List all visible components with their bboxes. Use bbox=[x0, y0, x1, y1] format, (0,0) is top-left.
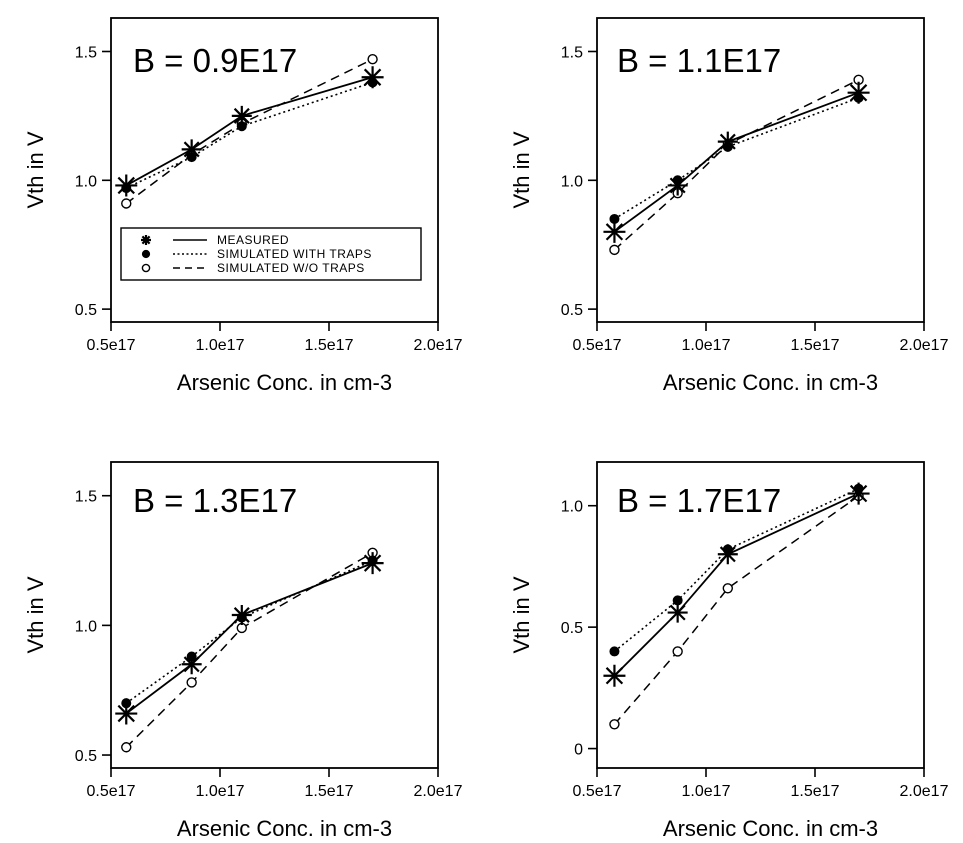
legend-entry: SIMULATED WITH TRAPS bbox=[217, 247, 372, 261]
x-axis-label: Arsenic Conc. in cm-3 bbox=[663, 370, 878, 395]
y-axis-label: Vth in V bbox=[23, 131, 48, 208]
chart-title: B = 1.3E17 bbox=[133, 482, 297, 519]
y-tick-label: 0 bbox=[574, 742, 583, 759]
chart-panel-4: 0.5e17 1.0e17 1.5e17 2.0e17 0 0.5 1.0 Arsenic C… bbox=[509, 461, 949, 841]
chart-title: B = 1.7E17 bbox=[617, 482, 781, 519]
data-point-measured bbox=[231, 105, 252, 126]
y-axis-label: Vth in V bbox=[509, 576, 534, 653]
x-axis-label: Arsenic Conc. in cm-3 bbox=[177, 816, 392, 841]
y-tick-label: 1.5 bbox=[75, 44, 97, 61]
chart-panel-2: 0.5e17 1.0e17 1.5e17 2.0e17 0.5 1.0 1.5 Arsenic… bbox=[509, 17, 949, 395]
without-traps-line bbox=[613, 79, 859, 251]
with-traps-line bbox=[614, 97, 859, 220]
legend-with-traps-marker bbox=[141, 249, 151, 259]
with-traps-line bbox=[613, 487, 859, 653]
x-tick-label: 2.0e17 bbox=[900, 337, 949, 354]
x-tick-label: 1.5e17 bbox=[305, 337, 354, 354]
x-tick-label: 2.0e17 bbox=[414, 783, 463, 800]
x-axis-label: Arsenic Conc. in cm-3 bbox=[177, 370, 392, 395]
data-point-without-traps bbox=[367, 54, 378, 65]
with-traps-line bbox=[125, 81, 373, 189]
data-point-without-traps bbox=[609, 719, 620, 730]
x-tick-label: 0.5e17 bbox=[87, 783, 136, 800]
x-tick-label: 1.0e17 bbox=[682, 337, 731, 354]
data-point-with-traps bbox=[609, 646, 620, 657]
data-point-measured bbox=[231, 605, 252, 625]
without-traps-line bbox=[125, 58, 373, 205]
chart-title: B = 0.9E17 bbox=[133, 42, 297, 79]
chart-panel-1: 0.5e17 1.0e17 1.5e17 2.0e17 0.5 1.0 1.5 Arsenic… bbox=[23, 17, 463, 395]
y-tick-label: 0.5 bbox=[561, 620, 583, 637]
y-axis-label: Vth in V bbox=[509, 131, 534, 208]
x-axis-label: Arsenic Conc. in cm-3 bbox=[663, 816, 878, 841]
data-point-without-traps bbox=[121, 742, 132, 753]
data-point-measured bbox=[181, 139, 202, 160]
measured-line bbox=[613, 492, 859, 677]
data-point-without-traps bbox=[672, 646, 683, 657]
legend-measured-marker bbox=[141, 235, 151, 245]
y-tick-label: 1.0 bbox=[561, 173, 583, 190]
x-tick-label: 1.5e17 bbox=[791, 337, 840, 354]
y-axis-label: Vth in V bbox=[23, 576, 48, 653]
data-point-measured bbox=[847, 81, 870, 104]
data-point-measured bbox=[115, 702, 138, 725]
data-point-without-traps bbox=[722, 583, 733, 594]
x-tick-label: 2.0e17 bbox=[414, 337, 463, 354]
y-tick-label: 1.5 bbox=[75, 489, 97, 506]
legend-entry: SIMULATED W/O TRAPS bbox=[217, 261, 365, 275]
plot-frame bbox=[110, 461, 439, 769]
x-tick-label: 0.5e17 bbox=[573, 783, 622, 800]
legend-without-traps-marker bbox=[141, 263, 151, 273]
measured-line bbox=[613, 91, 859, 233]
data-point-without-traps bbox=[609, 244, 620, 256]
y-tick-label: 1.0 bbox=[561, 499, 583, 516]
y-tick-label: 0.5 bbox=[75, 302, 97, 319]
x-tick-label: 1.5e17 bbox=[305, 783, 354, 800]
data-point-measured bbox=[361, 552, 384, 575]
data-point-measured bbox=[115, 174, 138, 197]
with-traps-line bbox=[125, 559, 373, 704]
data-point-measured bbox=[667, 602, 688, 623]
data-point-measured bbox=[181, 654, 202, 675]
plot-frame bbox=[110, 17, 439, 323]
measured-line bbox=[125, 562, 373, 715]
data-point-measured bbox=[603, 220, 626, 243]
chart-panel-3: 0.5e17 1.0e17 1.5e17 2.0e17 0.5 1.0 1.5 Arsenic… bbox=[23, 461, 463, 841]
y-tick-label: 1.5 bbox=[561, 44, 583, 61]
data-point-measured bbox=[847, 482, 870, 505]
data-point-measured bbox=[361, 66, 384, 89]
y-tick-label: 1.0 bbox=[75, 173, 97, 190]
x-tick-label: 1.0e17 bbox=[682, 783, 731, 800]
measured-line bbox=[125, 76, 373, 187]
chart-title: B = 1.1E17 bbox=[617, 42, 781, 79]
data-point-measured bbox=[717, 544, 738, 565]
without-traps-line bbox=[613, 495, 860, 725]
data-point-measured bbox=[717, 131, 738, 152]
data-point-measured bbox=[667, 175, 688, 196]
x-tick-label: 1.0e17 bbox=[196, 783, 245, 800]
x-tick-label: 1.5e17 bbox=[791, 783, 840, 800]
y-tick-label: 0.5 bbox=[561, 302, 583, 319]
y-tick-label: 1.0 bbox=[75, 618, 97, 635]
legend-box bbox=[120, 227, 422, 281]
x-tick-label: 0.5e17 bbox=[573, 337, 622, 354]
plot-frame bbox=[596, 461, 925, 769]
x-tick-label: 1.0e17 bbox=[196, 337, 245, 354]
data-point-without-traps bbox=[186, 677, 197, 688]
data-point-measured bbox=[603, 664, 626, 687]
x-tick-label: 0.5e17 bbox=[87, 337, 136, 354]
y-tick-label: 0.5 bbox=[75, 748, 97, 765]
x-tick-label: 2.0e17 bbox=[900, 783, 949, 800]
data-point-without-traps bbox=[121, 198, 132, 209]
plot-frame bbox=[596, 17, 925, 323]
legend-entry: MEASURED bbox=[217, 233, 289, 247]
without-traps-line bbox=[125, 552, 373, 748]
